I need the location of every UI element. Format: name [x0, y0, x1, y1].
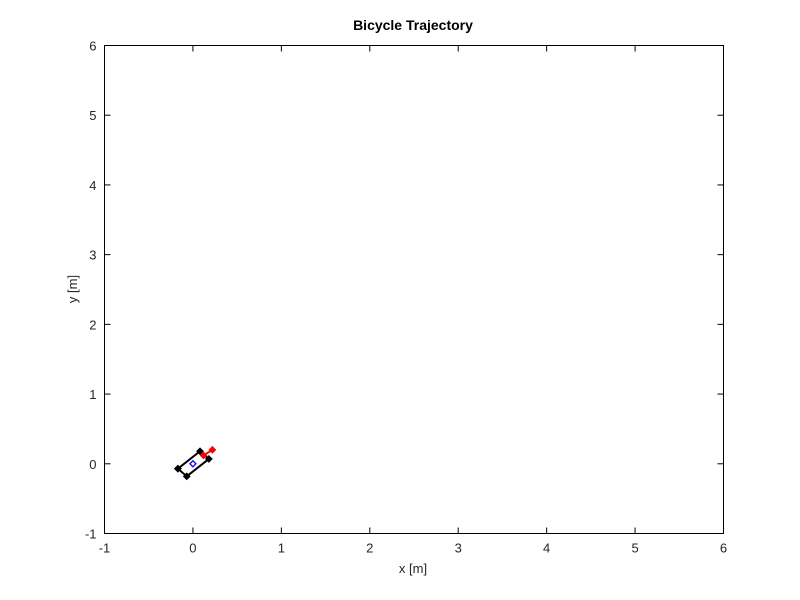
y-tick-label: 1	[89, 387, 96, 402]
x-tick-label: 2	[366, 541, 373, 556]
y-tick-label: 3	[89, 248, 96, 263]
bicycle-body-marker	[196, 447, 204, 456]
y-tick-label: 2	[89, 317, 96, 332]
y-axis-label: y [m]	[65, 275, 80, 303]
x-tick-label: 1	[278, 541, 285, 556]
x-tick-label: 5	[631, 541, 638, 556]
x-tick-label: 3	[455, 541, 462, 556]
front-wheel-marker	[199, 451, 208, 460]
x-tick-label: -1	[99, 541, 111, 556]
y-tick-label: 4	[89, 178, 96, 193]
y-tick-label: 5	[89, 108, 96, 123]
plot-area	[104, 45, 724, 534]
y-tick-label: 0	[89, 457, 96, 472]
bicycle-body-marker	[173, 464, 182, 473]
center-marker	[189, 459, 197, 468]
plot-marks	[173, 445, 217, 481]
bicycle-body-marker	[182, 472, 191, 481]
x-tick-label: 6	[720, 541, 727, 556]
x-axis: -1 0 1 2 3 4 5 6	[99, 45, 727, 556]
x-tick-label: 0	[189, 541, 196, 556]
y-axis: -1 0 1 2 3 4 5 6	[85, 39, 724, 542]
x-axis-label: x [m]	[399, 561, 427, 576]
bicycle-body-marker	[204, 454, 213, 463]
y-tick-label: 6	[89, 39, 96, 54]
chart-title: Bicycle Trajectory	[353, 17, 473, 33]
x-tick-label: 4	[543, 541, 550, 556]
front-wheel-marker	[208, 445, 217, 454]
y-tick-label: -1	[85, 527, 97, 542]
